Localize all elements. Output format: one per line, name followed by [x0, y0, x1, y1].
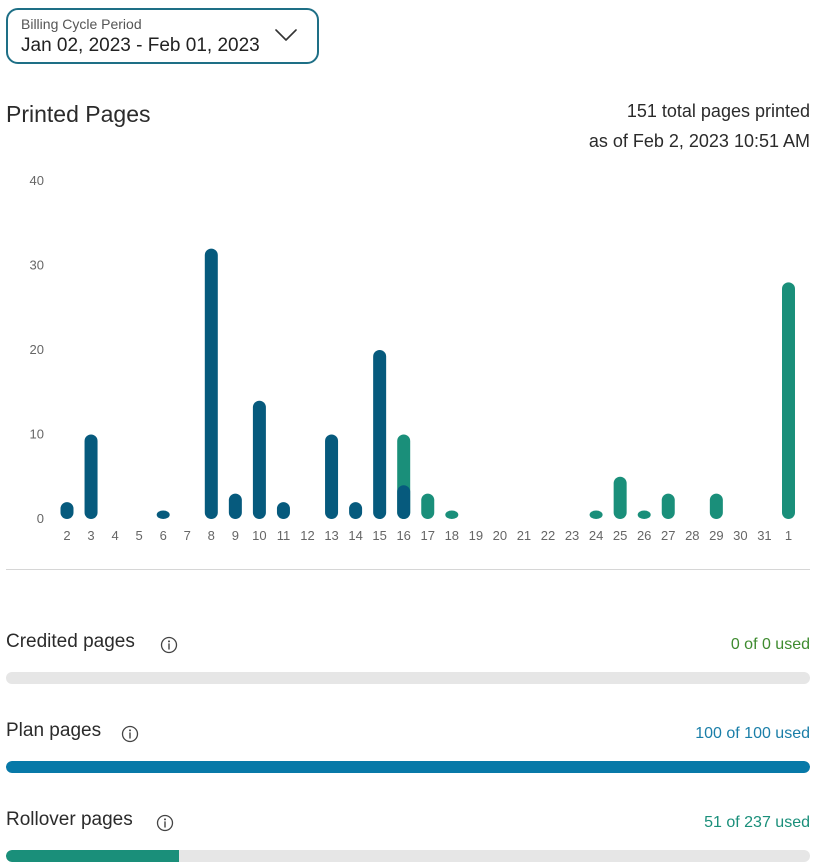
x-tick-label: 20 [493, 528, 507, 543]
plan-pages-progress-fill [6, 761, 810, 773]
x-tick-label: 1 [785, 528, 792, 543]
credited-pages-usage-value: 0 of 0 used [730, 636, 810, 653]
billing-cycle-label: Billing Cycle Period [21, 16, 142, 32]
info-icon[interactable] [156, 814, 174, 832]
rollover-pages-progress-fill [6, 850, 180, 862]
chart-bar-series2-24[interactable] [589, 510, 603, 519]
x-tick-label: 7 [184, 528, 191, 543]
chart-bar-series2-18[interactable] [445, 510, 459, 519]
rollover-pages-label: Rollover pages [6, 809, 133, 830]
x-tick-label: 17 [421, 528, 435, 543]
x-tick-label: 21 [517, 528, 531, 543]
x-tick-label: 13 [324, 528, 338, 543]
chart-bar-series2-29[interactable] [709, 493, 723, 519]
x-tick-label: 26 [637, 528, 651, 543]
chart-bar-series1-8[interactable] [204, 248, 218, 519]
x-tick-label: 15 [372, 528, 386, 543]
chart-bar-series1-16[interactable] [397, 485, 411, 519]
x-tick-label: 22 [541, 528, 555, 543]
x-tick-label: 31 [757, 528, 771, 543]
chart-bar-series1-15[interactable] [373, 350, 387, 519]
total-pages-printed: 151 total pages printed [626, 101, 810, 121]
chart-bar-series1-2[interactable] [60, 502, 74, 519]
chart-bar-series1-6[interactable] [156, 510, 170, 519]
x-tick-label: 4 [111, 528, 118, 543]
x-tick-label: 14 [348, 528, 362, 543]
chart-bar-series2-27[interactable] [661, 493, 675, 519]
x-tick-label: 25 [613, 528, 627, 543]
chart-bar-series2-1[interactable] [782, 282, 795, 519]
y-tick-label: 30 [30, 258, 44, 273]
as-of-timestamp: as of Feb 2, 2023 10:51 AM [588, 131, 810, 151]
chart-bar-series2-17[interactable] [421, 493, 435, 519]
info-icon[interactable] [121, 725, 139, 743]
y-tick-label: 40 [30, 173, 44, 188]
x-tick-label: 11 [277, 528, 291, 543]
x-tick-label: 29 [709, 528, 723, 543]
x-tick-label: 19 [469, 528, 483, 543]
chart-bar-series2-26[interactable] [637, 510, 651, 519]
x-tick-label: 30 [733, 528, 747, 543]
x-tick-label: 24 [589, 528, 603, 543]
y-tick-label: 10 [30, 427, 44, 442]
x-tick-label: 10 [252, 528, 266, 543]
y-tick-label: 0 [37, 511, 44, 526]
chart-bar-series1-9[interactable] [228, 493, 242, 519]
x-tick-label: 12 [300, 528, 314, 543]
plan-pages-label: Plan pages [6, 720, 102, 741]
divider [6, 569, 810, 570]
chart-bar-series1-10[interactable] [252, 400, 266, 519]
x-tick-label: 8 [208, 528, 215, 543]
x-tick-label: 5 [136, 528, 143, 543]
chart-bar-series1-11[interactable] [276, 502, 290, 519]
x-tick-label: 16 [396, 528, 410, 543]
billing-cycle-value: Jan 02, 2023 - Feb 01, 2023 [21, 35, 260, 56]
rollover-pages-progress-bar [6, 850, 810, 862]
x-tick-label: 27 [661, 528, 675, 543]
printed-pages-title: Printed Pages [6, 101, 151, 127]
chart-bar-series2-25[interactable] [613, 476, 627, 519]
x-tick-label: 9 [232, 528, 239, 543]
plan-pages-usage-value: 100 of 100 used [695, 725, 810, 742]
x-tick-label: 23 [565, 528, 579, 543]
y-tick-label: 20 [30, 342, 44, 357]
x-tick-label: 6 [160, 528, 167, 543]
chart-bar-series1-3[interactable] [84, 434, 98, 520]
x-tick-label: 18 [445, 528, 459, 543]
credited-pages-label: Credited pages [6, 631, 135, 652]
info-icon[interactable] [160, 636, 178, 654]
chart-bar-series1-14[interactable] [349, 502, 363, 519]
chevron-down-icon [275, 29, 297, 41]
chart-bar-series1-13[interactable] [325, 434, 339, 520]
billing-cycle-select[interactable]: Billing Cycle Period Jan 02, 2023 - Feb … [6, 8, 319, 64]
x-tick-label: 3 [87, 528, 94, 543]
rollover-pages-usage-value: 51 of 237 used [704, 814, 810, 831]
credited-pages-progress-bar [6, 672, 810, 684]
plan-pages-progress-bar [6, 761, 810, 773]
x-tick-label: 28 [685, 528, 699, 543]
x-tick-label: 2 [63, 528, 70, 543]
